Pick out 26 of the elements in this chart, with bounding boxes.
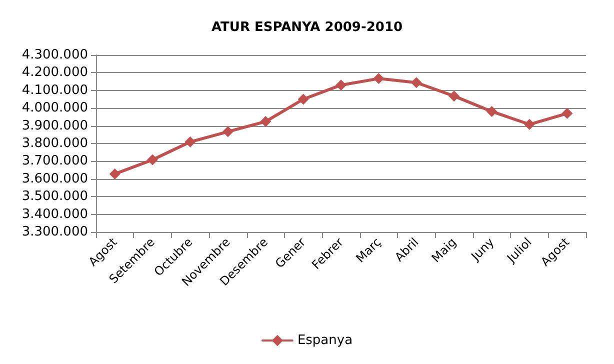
point bbox=[410, 77, 422, 88]
chart-title: ATUR ESPANYA 2009-2010 bbox=[211, 20, 403, 35]
point bbox=[524, 118, 535, 130]
y-tick-label: 3.600.000 bbox=[22, 171, 88, 186]
y-tick-label: 3.300.000 bbox=[22, 224, 88, 240]
y-tick-label: 4.000.000 bbox=[22, 100, 88, 116]
point bbox=[336, 80, 346, 91]
point bbox=[298, 94, 309, 105]
point bbox=[486, 106, 498, 117]
y-tick-label: 4.200.000 bbox=[22, 65, 88, 80]
point bbox=[184, 136, 196, 148]
y-tick-label: 3.500.000 bbox=[22, 189, 88, 204]
y-tick-label: 3.400.000 bbox=[22, 206, 88, 222]
y-tick-label: 3.700.000 bbox=[22, 154, 88, 169]
y-tick-label: 4.100.000 bbox=[22, 82, 88, 98]
point bbox=[562, 108, 573, 119]
y-tick-label: 3.900.000 bbox=[22, 118, 88, 134]
y-tick-label: 4.300.000 bbox=[22, 48, 88, 62]
point bbox=[448, 90, 460, 102]
legend-label: Espanya bbox=[297, 333, 353, 348]
point bbox=[222, 126, 234, 138]
y-tick-label: 3.800.000 bbox=[22, 136, 88, 151]
point bbox=[373, 73, 384, 84]
point bbox=[260, 116, 272, 128]
point bbox=[147, 154, 158, 166]
point bbox=[109, 168, 120, 180]
